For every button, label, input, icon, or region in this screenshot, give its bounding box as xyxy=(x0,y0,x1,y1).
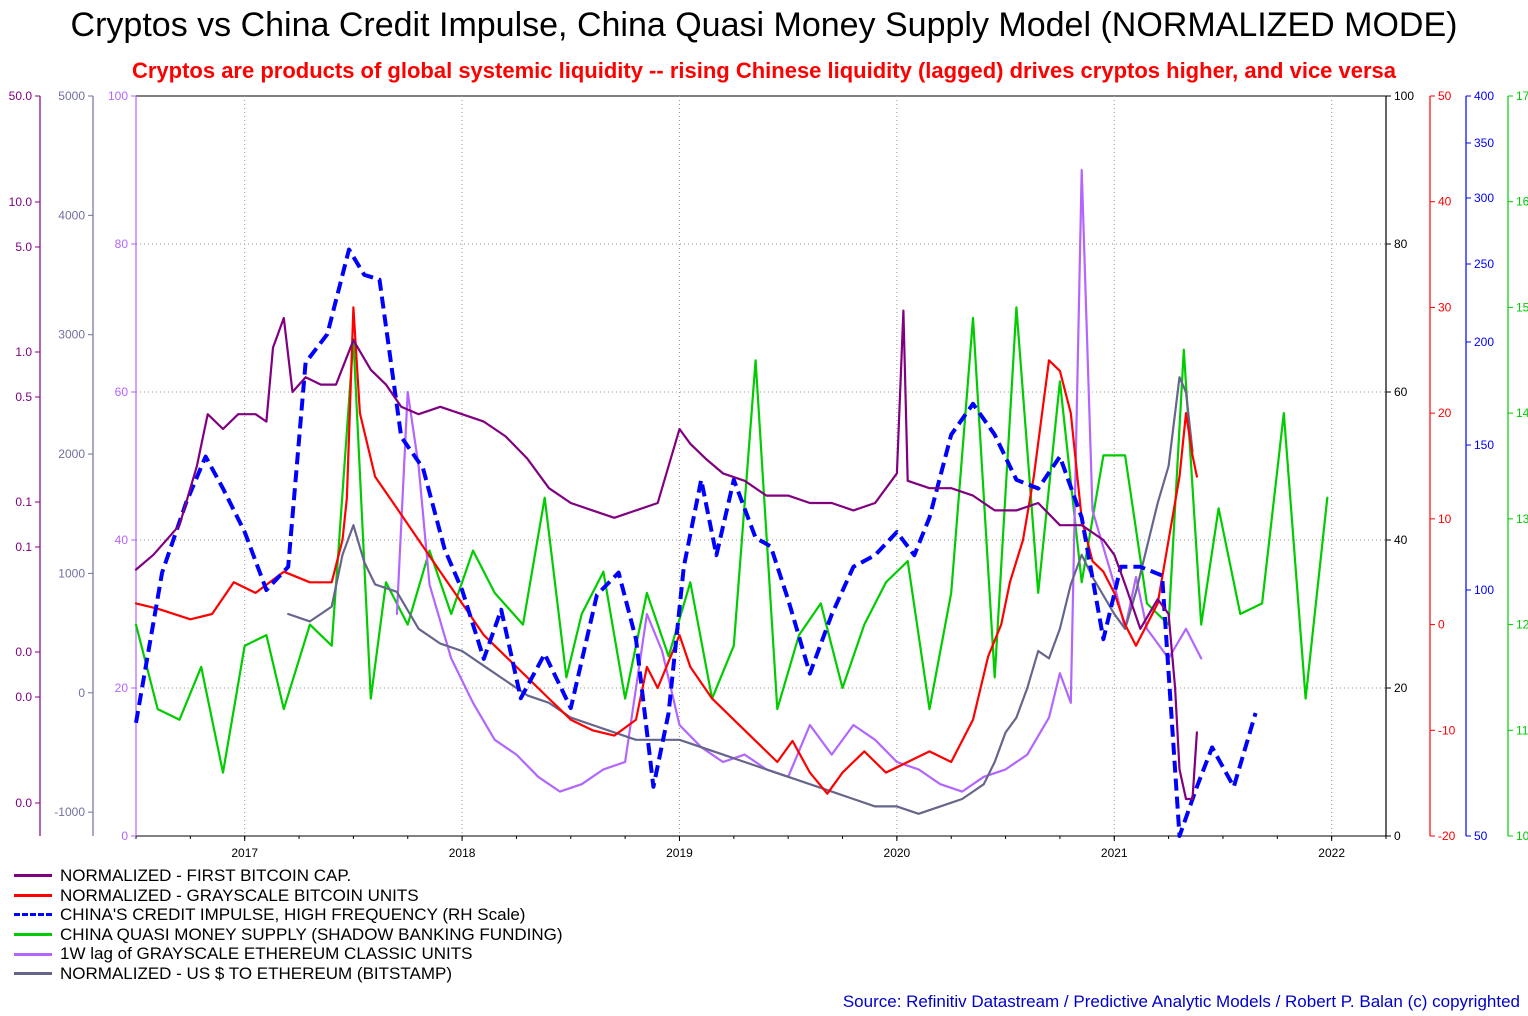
right-grayscale-axis-tick-label: 50 xyxy=(1438,89,1452,103)
legend-item: NORMALIZED - US $ TO ETHEREUM (BITSTAMP) xyxy=(14,964,563,984)
legend-item: CHINA QUASI MONEY SUPPLY (SHADOW BANKING… xyxy=(14,925,563,945)
series-line-usd-eth xyxy=(287,376,1194,815)
right-credit-axis-tick-label: 350 xyxy=(1474,136,1494,150)
legend-item: NORMALIZED - FIRST BITCOIN CAP. xyxy=(14,866,563,886)
left-bitcoin-axis-tick-label: 5000 xyxy=(58,89,85,103)
left-bitcoin-axis-tick-label: 3000 xyxy=(58,328,85,342)
right-normalized-axis-tick-label: 60 xyxy=(1394,385,1408,399)
legend-swatch xyxy=(14,933,52,937)
right-grayscale-axis-tick-label: 20 xyxy=(1438,406,1452,420)
left-log-axis-tick-label: 0.1 xyxy=(15,495,32,509)
right-grayscale-axis-tick-label: -20 xyxy=(1438,829,1456,843)
right-quasi-axis-tick-label: 16 xyxy=(1516,195,1528,209)
right-grayscale-axis-tick-label: 30 xyxy=(1438,300,1452,314)
right-normalized-axis-tick-label: 80 xyxy=(1394,237,1408,251)
legend-swatch xyxy=(14,913,52,917)
plot-area xyxy=(135,95,1387,837)
right-grayscale-axis-tick-label: 0 xyxy=(1438,618,1445,632)
legend-swatch xyxy=(14,893,52,897)
x-tick-label: 2018 xyxy=(449,846,476,860)
x-tick-label: 2021 xyxy=(1101,846,1128,860)
left-bitcoin-axis-tick-label: 0 xyxy=(78,686,85,700)
source-note: Source: Refinitiv Datastream / Predictiv… xyxy=(842,992,1520,1011)
left-normalized-axis-tick-label: 100 xyxy=(108,89,128,103)
chart-subtitle: Cryptos are products of global systemic … xyxy=(131,58,1397,83)
right-quasi-axis-tick-label: 10 xyxy=(1516,829,1528,843)
legend-swatch xyxy=(14,972,52,976)
right-quasi-axis-tick-label: 14 xyxy=(1516,406,1528,420)
right-quasi-axis-tick-label: 13 xyxy=(1516,512,1528,526)
legend-swatch xyxy=(14,952,52,956)
legend-item: 1W lag of GRAYSCALE ETHEREUM CLASSIC UNI… xyxy=(14,944,563,964)
left-log-axis-tick-label: 0.0 xyxy=(15,645,32,659)
right-normalized-axis-tick-label: 0 xyxy=(1394,829,1401,843)
left-log-axis-tick-label: 50.0 xyxy=(9,89,33,103)
right-normalized-axis-tick-label: 20 xyxy=(1394,681,1408,695)
right-normalized-axis-tick-label: 40 xyxy=(1394,533,1408,547)
right-quasi-axis-tick-label: 12 xyxy=(1516,618,1528,632)
right-quasi-axis-tick-label: 15 xyxy=(1516,300,1528,314)
left-normalized-axis-tick-label: 40 xyxy=(115,533,129,547)
right-grayscale-axis-tick-label: 10 xyxy=(1438,512,1452,526)
chart-legend: NORMALIZED - FIRST BITCOIN CAP. NORMALIZE… xyxy=(14,866,563,984)
legend-label: NORMALIZED - US $ TO ETHEREUM (BITSTAMP) xyxy=(60,963,452,983)
right-credit-axis-tick-label: 200 xyxy=(1474,335,1494,349)
left-log-axis-tick-label: 0.5 xyxy=(15,390,32,404)
series-line-quasi-money xyxy=(134,306,1329,774)
right-credit-axis-tick-label: 400 xyxy=(1474,89,1494,103)
left-log-axis-tick-label: 0.0 xyxy=(15,690,32,704)
left-normalized-axis-tick-label: 60 xyxy=(115,385,129,399)
legend-item: CHINA'S CREDIT IMPULSE, HIGH FREQUENCY (… xyxy=(14,905,563,925)
right-grayscale-axis-tick-label: 40 xyxy=(1438,195,1452,209)
left-log-axis-tick-label: 1.0 xyxy=(15,345,32,359)
left-normalized-axis-tick-label: 0 xyxy=(121,829,128,843)
left-log-axis-tick-label: 10.0 xyxy=(9,195,33,209)
left-bitcoin-axis-tick-label: 4000 xyxy=(58,208,85,222)
right-grayscale-axis-tick-label: -10 xyxy=(1438,723,1456,737)
right-quasi-axis-tick-label: 11 xyxy=(1516,723,1528,737)
series-line-credit-impulse xyxy=(134,247,1258,838)
legend-item: NORMALIZED - GRAYSCALE BITCOIN UNITS xyxy=(14,886,563,906)
right-credit-axis-tick-label: 100 xyxy=(1474,583,1494,597)
left-bitcoin-axis-tick-label: 1000 xyxy=(58,566,85,580)
left-log-axis-tick-label: 0.1 xyxy=(15,540,32,554)
left-normalized-axis-tick-label: 80 xyxy=(115,237,129,251)
x-tick-label: 2022 xyxy=(1318,846,1345,860)
left-bitcoin-axis-tick-label: -1000 xyxy=(54,805,85,819)
legend-label: NORMALIZED - GRAYSCALE BITCOIN UNITS xyxy=(60,885,419,905)
right-credit-axis-tick-label: 150 xyxy=(1474,438,1494,452)
legend-label: NORMALIZED - FIRST BITCOIN CAP. xyxy=(60,866,352,885)
right-credit-axis-tick-label: 250 xyxy=(1474,257,1494,271)
series-line-grayscale-btc xyxy=(134,306,1198,795)
left-normalized-axis-tick-label: 20 xyxy=(115,681,129,695)
left-log-axis-tick-label: 0.0 xyxy=(15,796,32,810)
right-credit-axis-tick-label: 50 xyxy=(1474,829,1488,843)
left-log-axis-tick-label: 5.0 xyxy=(15,240,32,254)
legend-swatch xyxy=(14,874,52,878)
series-line-grayscale-etc xyxy=(395,168,1203,793)
legend-label: 1W lag of GRAYSCALE ETHEREUM CLASSIC UNI… xyxy=(60,944,473,964)
right-credit-axis-tick-label: 300 xyxy=(1474,191,1494,205)
right-quasi-axis-tick-label: 17 xyxy=(1516,89,1528,103)
left-bitcoin-axis-tick-label: 2000 xyxy=(58,447,85,461)
legend-label: CHINA'S CREDIT IMPULSE, HIGH FREQUENCY (… xyxy=(60,905,526,925)
x-tick-label: 2017 xyxy=(231,846,258,860)
chart-title: Cryptos vs China Credit Impulse, China Q… xyxy=(70,6,1458,44)
legend-label: CHINA QUASI MONEY SUPPLY (SHADOW BANKING… xyxy=(60,924,563,944)
series-line-bitcoin-cap xyxy=(134,309,1198,801)
right-normalized-axis-tick-label: 100 xyxy=(1394,89,1414,103)
x-tick-label: 2019 xyxy=(666,846,693,860)
x-tick-label: 2020 xyxy=(884,846,911,860)
